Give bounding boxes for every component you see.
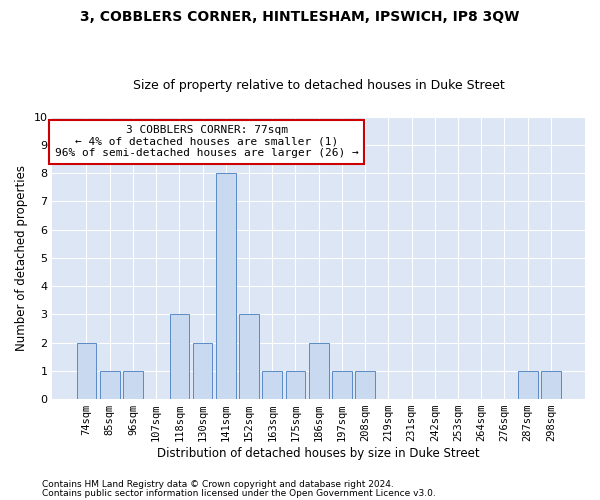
Bar <box>123 371 143 399</box>
X-axis label: Distribution of detached houses by size in Duke Street: Distribution of detached houses by size … <box>157 447 480 460</box>
Bar <box>518 371 538 399</box>
Bar <box>309 342 329 399</box>
Bar <box>216 173 236 399</box>
Bar <box>286 371 305 399</box>
Bar <box>100 371 119 399</box>
Y-axis label: Number of detached properties: Number of detached properties <box>15 165 28 351</box>
Text: Contains HM Land Registry data © Crown copyright and database right 2024.: Contains HM Land Registry data © Crown c… <box>42 480 394 489</box>
Bar <box>239 314 259 399</box>
Bar <box>332 371 352 399</box>
Text: 3 COBBLERS CORNER: 77sqm
← 4% of detached houses are smaller (1)
96% of semi-det: 3 COBBLERS CORNER: 77sqm ← 4% of detache… <box>55 125 359 158</box>
Text: Contains public sector information licensed under the Open Government Licence v3: Contains public sector information licen… <box>42 489 436 498</box>
Bar <box>170 314 189 399</box>
Bar <box>262 371 282 399</box>
Title: Size of property relative to detached houses in Duke Street: Size of property relative to detached ho… <box>133 79 505 92</box>
Bar <box>541 371 561 399</box>
Bar <box>77 342 97 399</box>
Bar <box>193 342 212 399</box>
Text: 3, COBBLERS CORNER, HINTLESHAM, IPSWICH, IP8 3QW: 3, COBBLERS CORNER, HINTLESHAM, IPSWICH,… <box>80 10 520 24</box>
Bar <box>355 371 375 399</box>
